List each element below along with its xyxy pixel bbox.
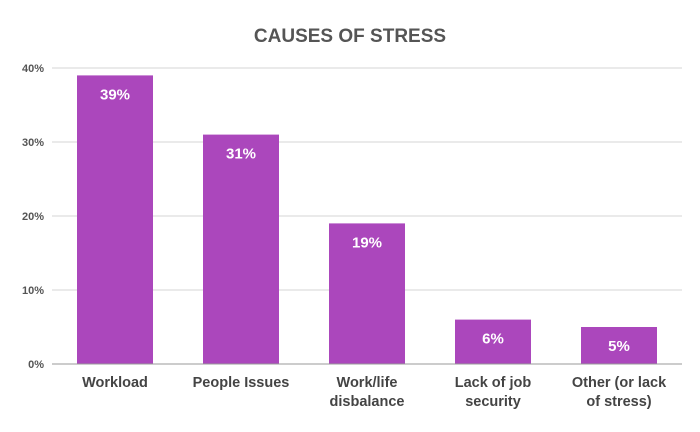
y-axis-ticks: 0% 10% 20% 30% 40%	[22, 63, 44, 371]
x-tick-label: Workload	[82, 375, 148, 391]
chart-title: CAUSES OF STRESS	[254, 26, 446, 47]
bar	[77, 75, 153, 365]
y-tick-label: 40%	[22, 63, 44, 75]
bar	[581, 327, 657, 364]
data-label: 39%	[100, 86, 130, 103]
y-tick-label: 10%	[22, 285, 44, 297]
x-axis-ticks: Workload People Issues Work/life disbalance…	[82, 375, 667, 410]
data-label: 6%	[482, 331, 504, 348]
x-tick-label: People Issues	[193, 375, 290, 391]
bar	[455, 319, 531, 364]
y-tick-label: 20%	[22, 211, 44, 223]
bars	[77, 75, 657, 365]
y-tick-label: 0%	[28, 359, 44, 371]
data-label: 31%	[226, 146, 256, 163]
y-tick-label: 30%	[22, 137, 44, 149]
data-labels: 39% 31% 19% 6% 5%	[100, 86, 630, 355]
bar	[203, 134, 279, 364]
x-tick-label: Work/life disbalance	[330, 375, 405, 410]
data-label: 5%	[608, 338, 630, 355]
x-tick-label: Lack of job security	[455, 375, 532, 410]
x-tick-label: Other (or lack of stress)	[572, 375, 667, 410]
bar	[329, 223, 405, 364]
data-label: 19%	[352, 234, 382, 251]
